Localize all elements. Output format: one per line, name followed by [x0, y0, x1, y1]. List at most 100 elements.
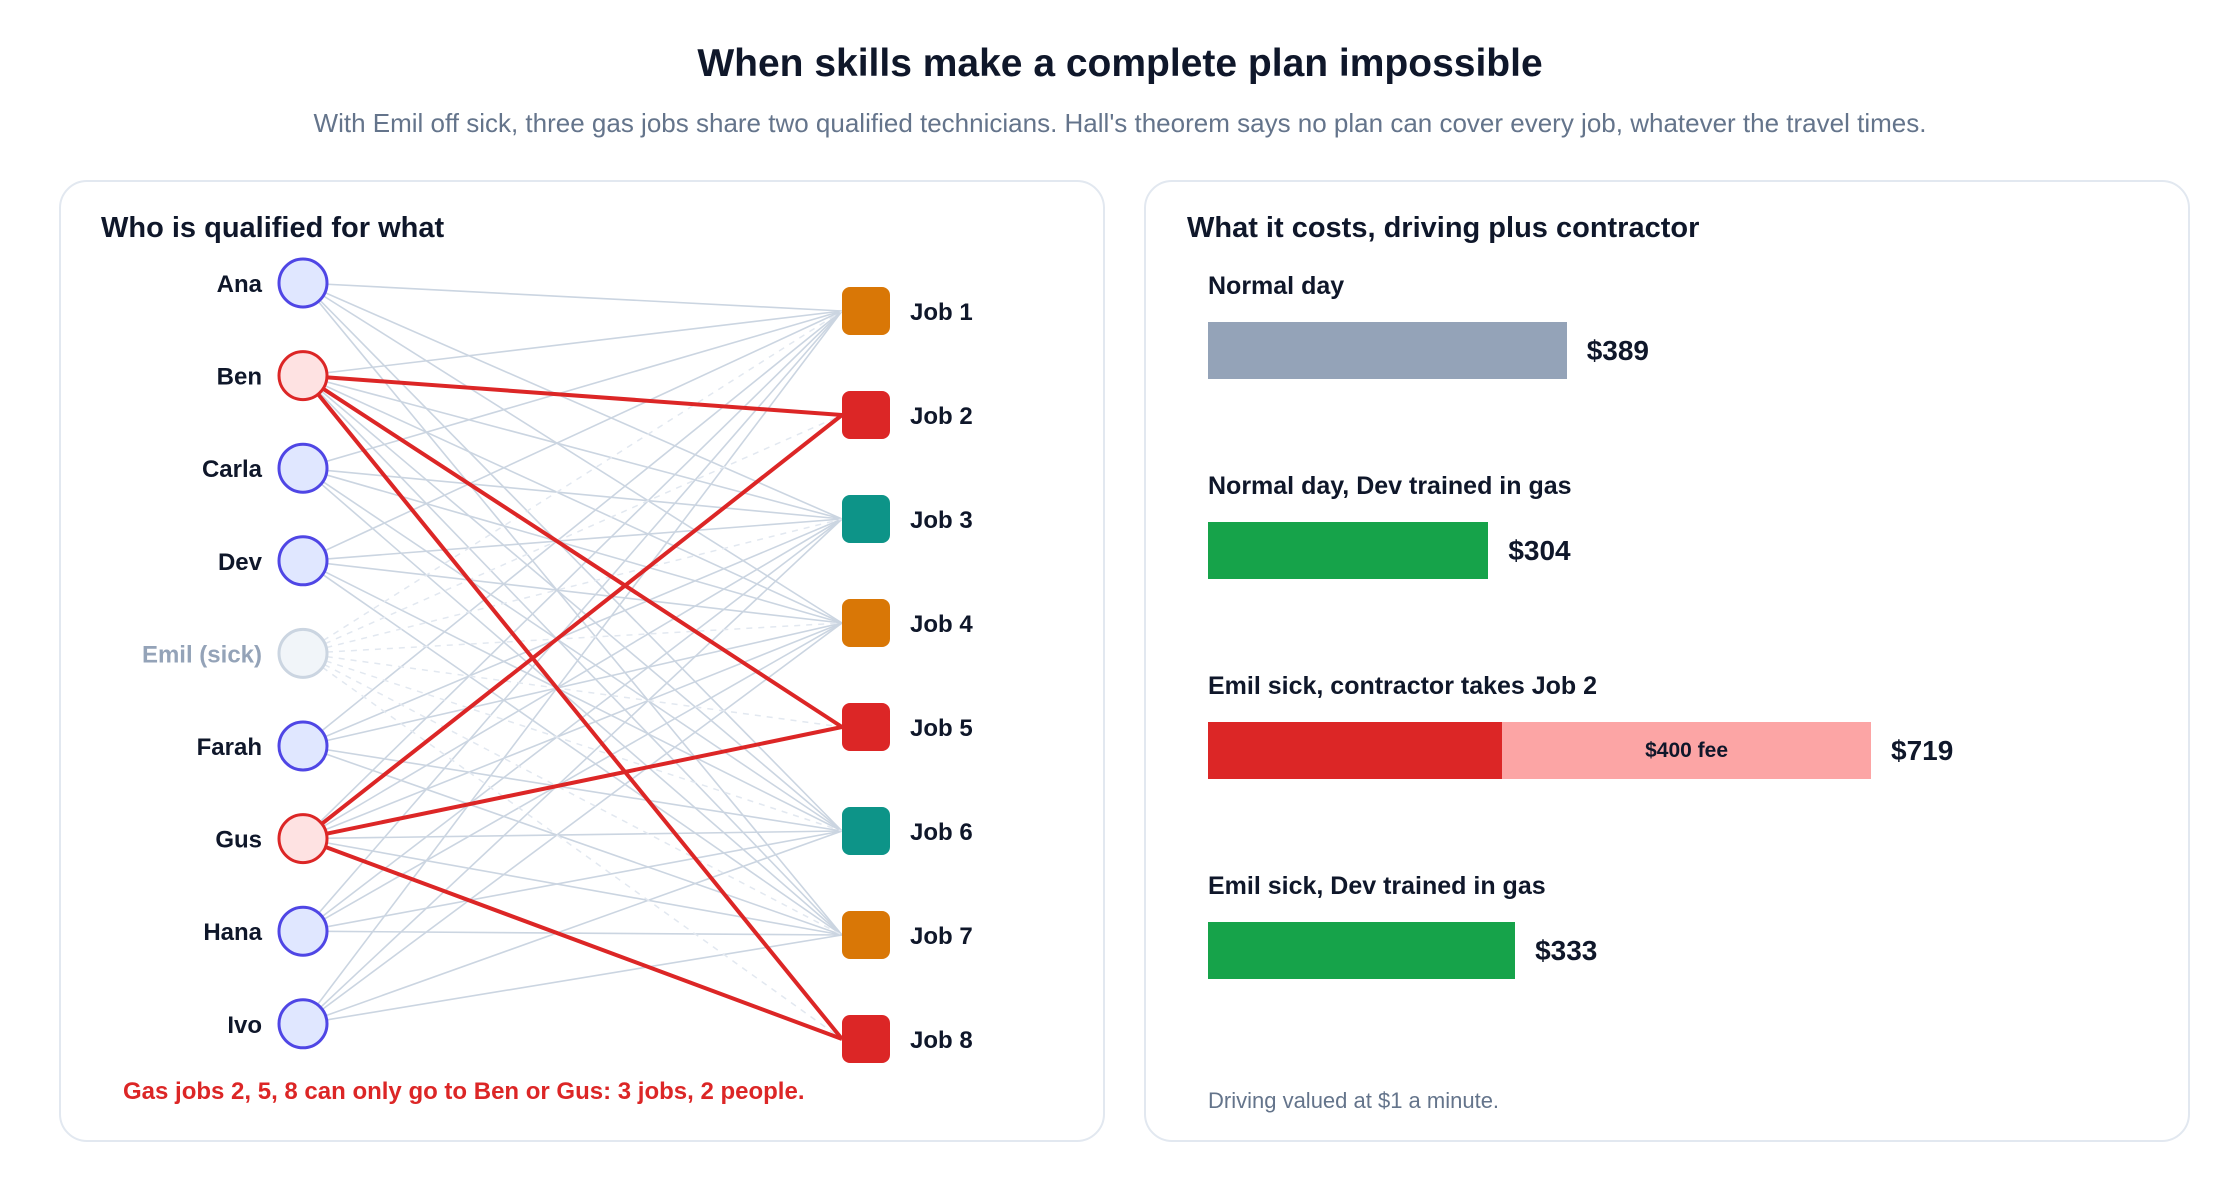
cost-bar-label: Emil sick, contractor takes Job 2: [1208, 672, 1598, 700]
qualification-edge: [302, 745, 843, 832]
cost-bar-value: $389: [1586, 335, 1649, 366]
qualification-edge: [302, 375, 843, 936]
cost-bar: [1208, 922, 1516, 979]
sick-edge: [302, 414, 843, 655]
driving-cost-segment: [1208, 322, 1567, 379]
technician-node[interactable]: [277, 350, 329, 402]
technician-label: Ana: [217, 271, 263, 298]
qualification-edge: [302, 518, 843, 932]
qualification-edge: [302, 622, 843, 932]
technician-node[interactable]: [277, 627, 329, 679]
qualification-edge: [302, 282, 843, 624]
cost-panel: What it costs, driving plus contractor N…: [1144, 180, 2190, 1142]
qualification-edge: [302, 622, 843, 840]
technician-label: Carla: [202, 456, 263, 483]
job-node[interactable]: [842, 391, 890, 439]
job-node[interactable]: [842, 911, 890, 959]
bottleneck-warning: Gas jobs 2, 5, 8 can only go to Ben or G…: [123, 1078, 805, 1105]
qualification-edge: [302, 467, 843, 936]
technician-node[interactable]: [277, 442, 329, 494]
qualification-edge: [302, 467, 843, 624]
contractor-fee-segment: $400 fee: [1502, 722, 1871, 779]
technician-node[interactable]: [277, 535, 329, 587]
cost-bar-value: $333: [1535, 935, 1598, 966]
gas-edge: [302, 836, 843, 1041]
qualification-edge: [302, 518, 843, 562]
qualification-edge: [302, 518, 843, 747]
job-label: Job 5: [910, 715, 973, 742]
gas-edge: [302, 373, 843, 417]
sick-edge: [302, 652, 843, 728]
technician-label: Hana: [203, 919, 262, 946]
cost-bar: [1208, 322, 1567, 379]
job-label: Job 7: [910, 923, 973, 950]
job-node[interactable]: [842, 287, 890, 335]
technician-node[interactable]: [277, 813, 329, 865]
qualification-edge: [302, 467, 843, 520]
sick-edge: [302, 310, 843, 655]
cost-panel-title: What it costs, driving plus contractor: [1187, 212, 1700, 244]
gas-edge: [301, 374, 844, 1041]
gas-edge: [301, 413, 844, 841]
technician-label: Ivo: [227, 1012, 262, 1039]
sick-edge: [302, 652, 843, 832]
qualification-edge: [302, 745, 843, 936]
gas-edge: [301, 373, 844, 729]
qualification-edge: [302, 560, 843, 624]
qualification-edge: [302, 837, 843, 936]
qualification-edge: [302, 310, 843, 562]
job-label: Job 1: [910, 299, 973, 326]
cost-bar-label: Normal day, Dev trained in gas: [1208, 472, 1572, 500]
technician-label: Gus: [215, 827, 262, 854]
job-node[interactable]: [842, 495, 890, 543]
job-node[interactable]: [842, 703, 890, 751]
driving-cost-segment: [1208, 922, 1516, 979]
qualification-edge: [302, 374, 843, 624]
sick-edge: [302, 652, 843, 936]
qualification-edge: [302, 374, 843, 832]
technician-node[interactable]: [277, 257, 329, 309]
qualification-edge: [302, 310, 843, 377]
technician-node[interactable]: [277, 998, 329, 1050]
technician-node[interactable]: [277, 720, 329, 772]
driving-cost-segment: [1208, 722, 1503, 779]
page-subtitle: With Emil off sick, three gas jobs share…: [313, 108, 1927, 138]
qualification-panel: Who is qualified for what Ana Ben Carla Dev…: [59, 180, 1105, 1142]
qualification-edge: [302, 830, 843, 840]
sick-edge: [302, 622, 843, 655]
job-label: Job 8: [910, 1027, 973, 1054]
job-node[interactable]: [842, 599, 890, 647]
cost-bar-value: $719: [1891, 735, 1954, 766]
qualification-edge: [302, 282, 843, 312]
cost-bar-value: $304: [1508, 535, 1571, 566]
sick-edge: [302, 518, 843, 655]
qualification-edge: [302, 310, 843, 747]
page-title: When skills make a complete plan impossi…: [697, 42, 1543, 85]
job-node[interactable]: [842, 1015, 890, 1063]
qualification-edge: [302, 310, 843, 469]
qualification-graph: Ana Ben Carla Dev Emil (sick) Farah Gus Hana Ivo…: [142, 257, 973, 1063]
qualification-edge: [302, 560, 843, 936]
job-label: Job 6: [910, 819, 973, 846]
driving-cost-segment: [1208, 522, 1489, 579]
cost-bar-label: Emil sick, Dev trained in gas: [1208, 872, 1546, 900]
qualification-edge: [302, 518, 843, 1025]
qualification-edge: [302, 310, 843, 1025]
job-label: Job 3: [910, 507, 973, 534]
job-node[interactable]: [842, 807, 890, 855]
qualification-edge: [302, 282, 843, 520]
qualification-edge: [302, 622, 843, 747]
qualification-edge: [302, 282, 843, 832]
qualification-edge: [302, 830, 843, 1025]
cost-footnote: Driving valued at $1 a minute.: [1208, 1088, 1500, 1113]
gas-edge: [302, 725, 843, 841]
technician-label: Farah: [197, 734, 262, 761]
qualification-edge: [302, 622, 843, 1025]
cost-bar-label: Normal day: [1208, 272, 1345, 300]
sick-edge: [302, 652, 843, 1040]
job-label: Job 2: [910, 403, 973, 430]
qualification-edge: [302, 310, 843, 840]
cost-bar: $400 fee: [1208, 722, 1871, 779]
qualification-edge: [302, 282, 843, 936]
technician-node[interactable]: [277, 905, 329, 957]
